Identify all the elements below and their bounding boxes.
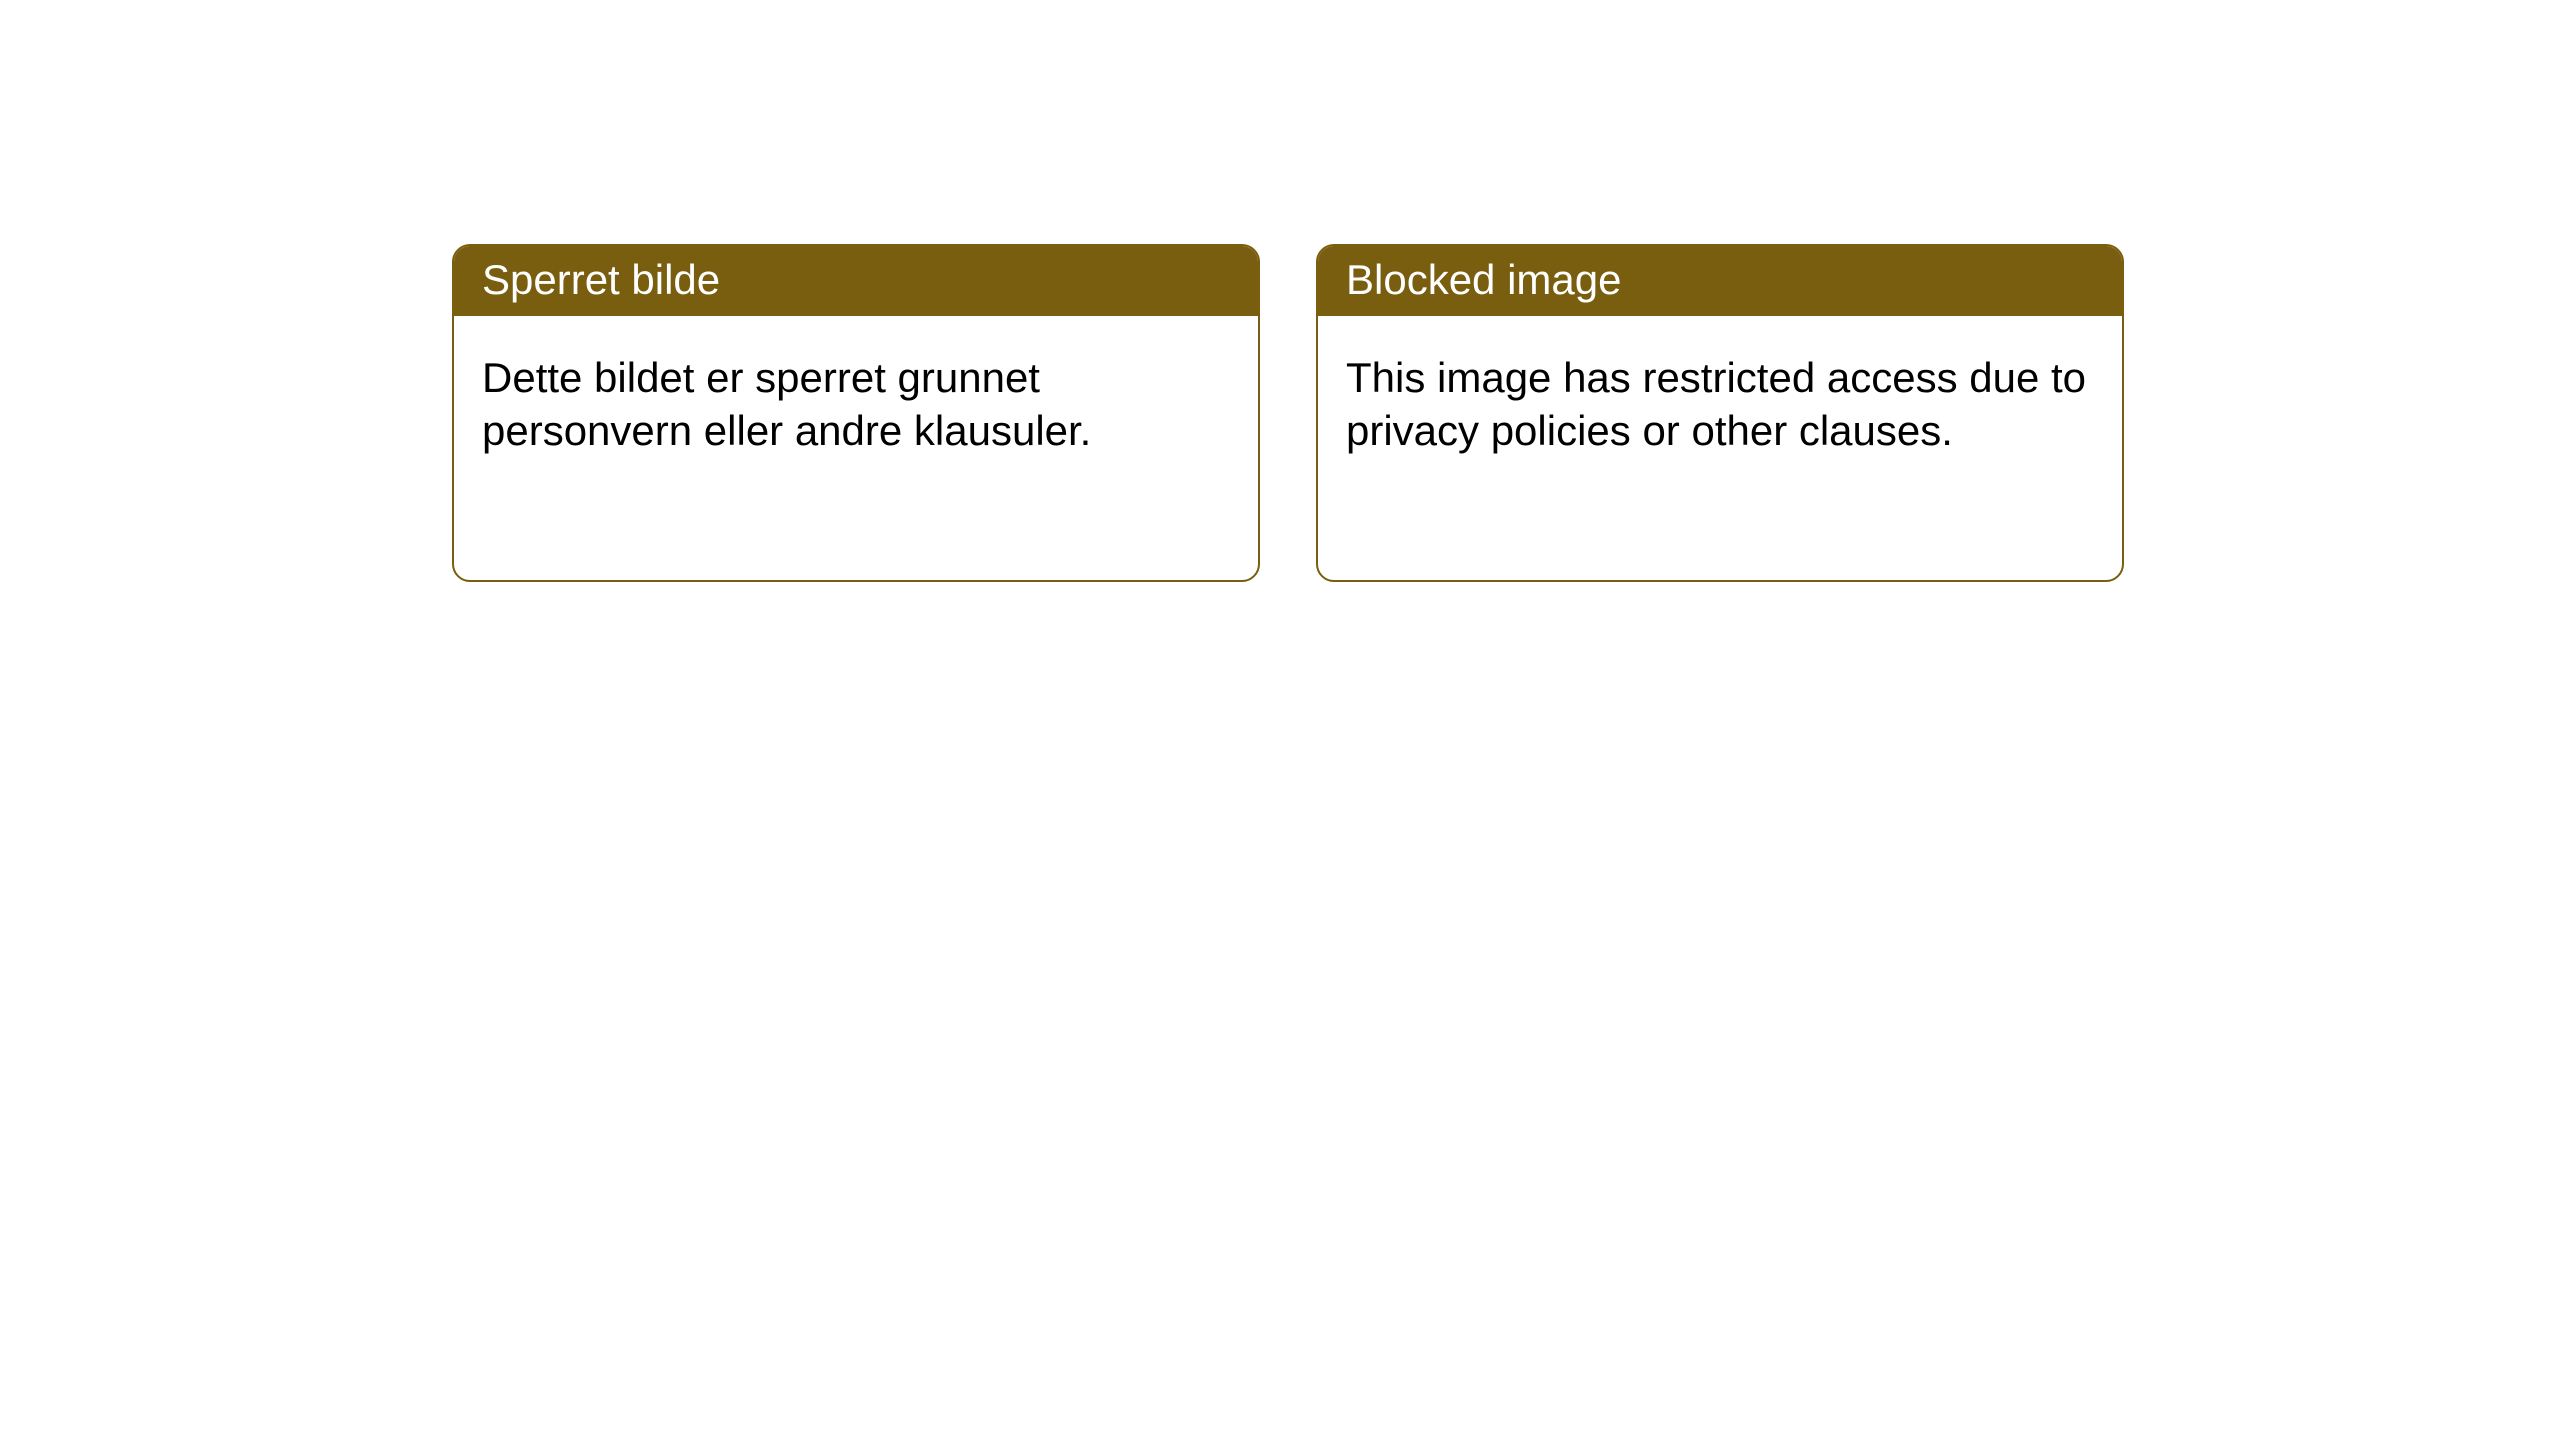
card-body: Dette bildet er sperret grunnet personve… <box>454 316 1258 485</box>
notice-card-norwegian: Sperret bilde Dette bildet er sperret gr… <box>452 244 1260 582</box>
card-title: Blocked image <box>1346 256 1621 303</box>
notice-card-english: Blocked image This image has restricted … <box>1316 244 2124 582</box>
card-title: Sperret bilde <box>482 256 720 303</box>
card-body-text: This image has restricted access due to … <box>1346 354 2086 454</box>
card-body-text: Dette bildet er sperret grunnet personve… <box>482 354 1091 454</box>
card-header: Blocked image <box>1318 246 2122 316</box>
card-body: This image has restricted access due to … <box>1318 316 2122 485</box>
card-header: Sperret bilde <box>454 246 1258 316</box>
notice-cards-container: Sperret bilde Dette bildet er sperret gr… <box>0 0 2560 582</box>
